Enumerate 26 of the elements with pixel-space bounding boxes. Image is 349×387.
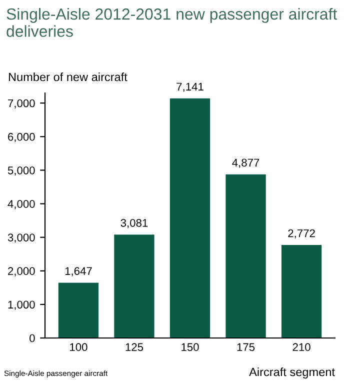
y-tick-label: 3,000 — [8, 234, 35, 243]
y-tick-label: 0 — [30, 334, 35, 342]
y-tick-label: 6,000 — [8, 132, 35, 142]
data-label: 4,877 — [232, 158, 260, 168]
bar — [226, 174, 266, 338]
bar — [114, 234, 154, 338]
data-label: 3,081 — [120, 218, 148, 228]
x-tick-label: 210 — [292, 343, 310, 352]
data-label: 7,141 — [176, 82, 204, 92]
y-tick-label: 2,000 — [8, 267, 35, 276]
x-tick-label: 175 — [237, 343, 255, 352]
data-label: 2,772 — [288, 229, 315, 239]
y-tick-label: 7,000 — [8, 99, 35, 109]
x-tick-label: 150 — [182, 343, 199, 352]
data-label: 1,647 — [65, 267, 92, 276]
bar — [58, 282, 99, 338]
chart-title: Single-Aisle 2012-2031 new passenger aircraft deliveries — [6, 8, 338, 37]
y-tick-label: 1,000 — [8, 300, 35, 310]
y-axis-title: Number of new aircraft — [8, 72, 128, 82]
x-tick-label: 125 — [126, 343, 144, 352]
x-axis-title: Aircraft segment — [249, 367, 335, 379]
x-tick-label: 100 — [70, 343, 88, 352]
bar — [281, 244, 322, 338]
y-tick-label: 4,000 — [8, 200, 35, 210]
bar — [170, 98, 210, 338]
y-tick-label: 5,000 — [8, 166, 35, 176]
